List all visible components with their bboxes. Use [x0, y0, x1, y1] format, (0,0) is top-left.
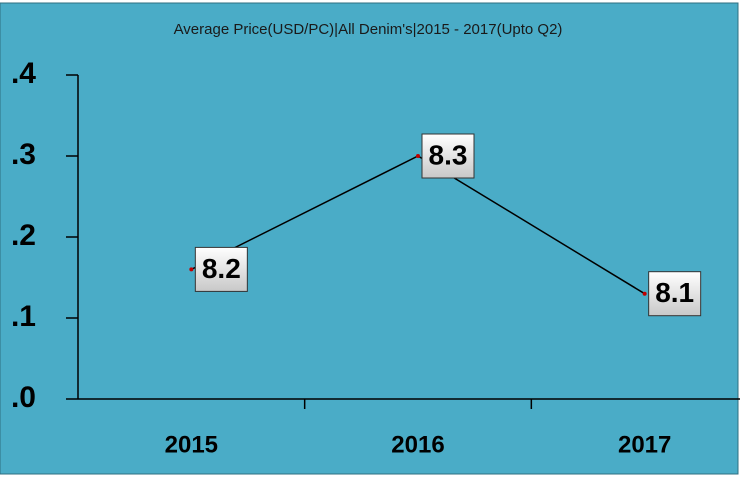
chart-title: Average Price(USD/PC)|All Denim's|2015 -…	[174, 21, 563, 38]
y-tick-label: .1	[11, 300, 36, 333]
y-tick-label: .0	[11, 381, 36, 414]
data-label-box	[648, 271, 702, 317]
point	[416, 154, 420, 158]
point	[642, 291, 647, 296]
data-label: 8.2	[202, 253, 241, 284]
point	[189, 267, 194, 272]
plot-background	[0, 2, 739, 475]
x-tick-label: 2015	[165, 431, 218, 458]
x-tick-label: 2017	[618, 431, 671, 458]
y-tick-label: .4	[11, 57, 36, 90]
x-tick-label: 2016	[391, 431, 444, 458]
data-label: 8.3	[429, 139, 468, 170]
data-label-box	[194, 246, 248, 292]
y-tick-label: .3	[11, 138, 36, 171]
y-tick-label: .2	[11, 219, 36, 252]
data-label: 8.1	[655, 277, 694, 308]
data-label-box	[421, 133, 475, 179]
